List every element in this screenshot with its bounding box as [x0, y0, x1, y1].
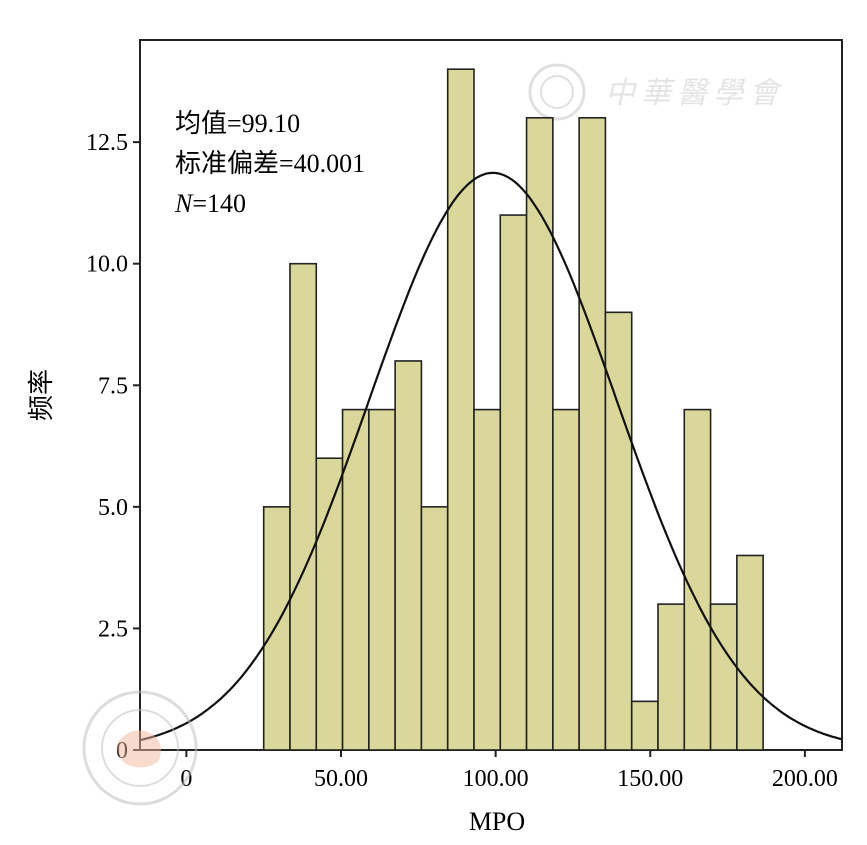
histogram-bar-4 — [368, 408, 396, 751]
histogram-bar-2 — [315, 457, 344, 751]
stat-sd: 标准偏差=40.001 — [175, 149, 365, 178]
y-tick-label-4: 10.0 — [86, 252, 128, 278]
histogram-bar-6 — [420, 506, 449, 751]
y-tick-label-3: 7.5 — [98, 373, 128, 399]
y-tick-label-1: 2.5 — [98, 616, 128, 642]
y-axis-title: 频率 — [27, 369, 56, 421]
x-tick-label-4: 200.00 — [772, 766, 838, 792]
watermark-logo: 中華醫學會 — [528, 63, 785, 121]
histogram-bar-3 — [341, 408, 370, 751]
histogram-bar-18 — [736, 554, 764, 751]
x-tick-label-3: 150.00 — [617, 766, 683, 792]
x-tick-label-1: 50.00 — [314, 766, 368, 792]
x-axis-title: MPO — [469, 807, 525, 836]
histogram-bar-7 — [446, 68, 475, 751]
histogram-bar-10 — [525, 117, 554, 751]
y-tick-label-2: 5.0 — [98, 495, 128, 521]
histogram-bar-0 — [262, 506, 291, 751]
watermark-seal — [82, 690, 198, 806]
x-tick-label-2: 100.00 — [463, 766, 529, 792]
stat-n: N=140 — [174, 189, 246, 218]
histogram-bar-12 — [578, 117, 607, 751]
histogram-bar-16 — [683, 408, 712, 751]
histogram-bar-8 — [473, 408, 502, 751]
stat-mean: 均值=99.10 — [175, 109, 300, 138]
histogram-bar-17 — [709, 603, 738, 751]
histogram-bar-15 — [657, 603, 686, 751]
y-tick-label-5: 12.5 — [86, 130, 128, 156]
histogram-bar-14 — [630, 700, 659, 751]
histogram-bar-1 — [289, 262, 318, 751]
y-axis: 02.55.07.510.012.5 — [86, 130, 140, 764]
histogram-bar-13 — [604, 311, 633, 751]
histogram-bar-5 — [394, 360, 423, 751]
watermark-text: 中華醫學會 — [605, 76, 785, 111]
normal-curve — [139, 171, 843, 742]
histogram-bar-11 — [552, 408, 580, 751]
x-axis: 0 50.00 100.00 150.00 200.00 — [180, 750, 838, 792]
histogram-bar-9 — [499, 214, 528, 751]
